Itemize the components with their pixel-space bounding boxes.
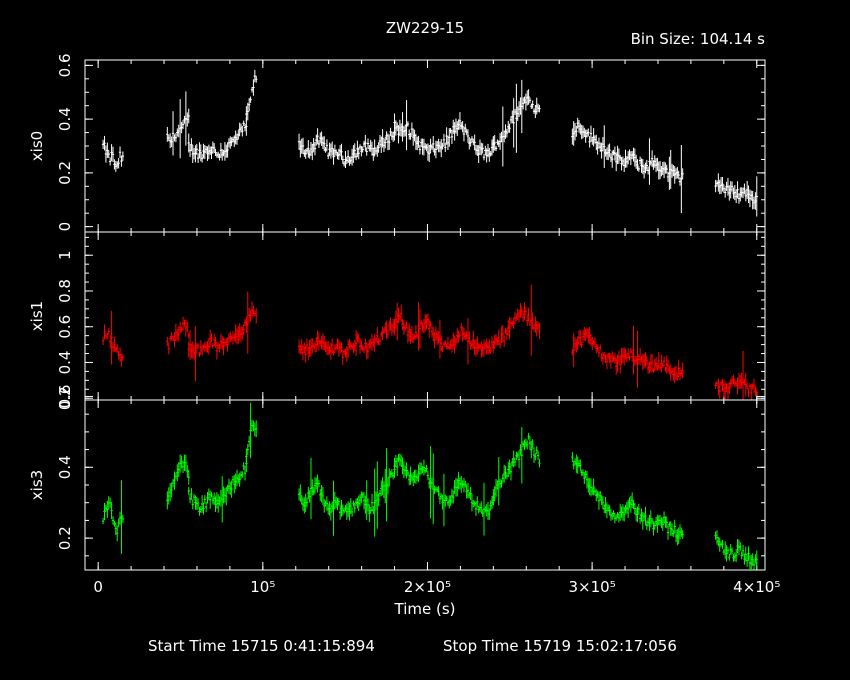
y-tick-label: 0.6 (56, 385, 74, 409)
y-axis-label: xis0 (28, 131, 46, 161)
y-tick-label: 1 (56, 250, 74, 260)
x-tick-label: 0 (93, 578, 103, 596)
data-xis0 (101, 69, 758, 217)
y-tick-label: 0.4 (56, 455, 74, 479)
chart-title: ZW229-15 (386, 19, 464, 37)
x-tick-label: 2×10⁵ (404, 578, 451, 596)
y-axis-label: xis3 (28, 470, 46, 500)
x-tick-label: 4×10⁵ (733, 578, 780, 596)
panel-xis0: 0 0.2 0.4 0.6 xis0 (28, 53, 766, 233)
y-tick-label: 0.2 (56, 526, 74, 550)
footer-stop-time: Stop Time 15719 15:02:17:056 (443, 637, 677, 655)
y-tick-label: 0.8 (56, 279, 74, 303)
data-xis1 (101, 284, 758, 400)
panel-frame (84, 399, 766, 571)
y-tick-label: 0.6 (56, 315, 74, 339)
panel-xis3: 0.2 0.4 0.6 xis3 (28, 385, 766, 571)
x-tick-label: 10⁵ (250, 578, 275, 596)
panels: 0 0.2 0.4 0.6 xis0 0.2 0.4 0.6 0.8 1 xis1 0.2 0.4 0.6… (28, 53, 766, 571)
data-xis3 (101, 402, 758, 570)
bin-size-label: Bin Size: 104.14 s (631, 30, 766, 48)
y-axis-label: xis1 (28, 301, 46, 331)
y-tick-label: 0.6 (56, 53, 74, 77)
x-tick-label: 3×10⁵ (569, 578, 616, 596)
x-axis-label: Time (s) (394, 600, 456, 618)
y-tick-label: 0.4 (56, 351, 74, 375)
y-tick-label: 0.4 (56, 107, 74, 131)
footer-start-time: Start Time 15715 0:41:15:894 (148, 637, 375, 655)
x-axis: 0 10⁵ 2×10⁵ 3×10⁵ 4×10⁵ (93, 578, 780, 596)
panel-xis1: 0.2 0.4 0.6 0.8 1 xis1 (28, 231, 766, 410)
y-tick-label: 0 (56, 222, 74, 232)
y-tick-label: 0.2 (56, 386, 74, 410)
y-tick-label: 0.2 (56, 161, 74, 185)
